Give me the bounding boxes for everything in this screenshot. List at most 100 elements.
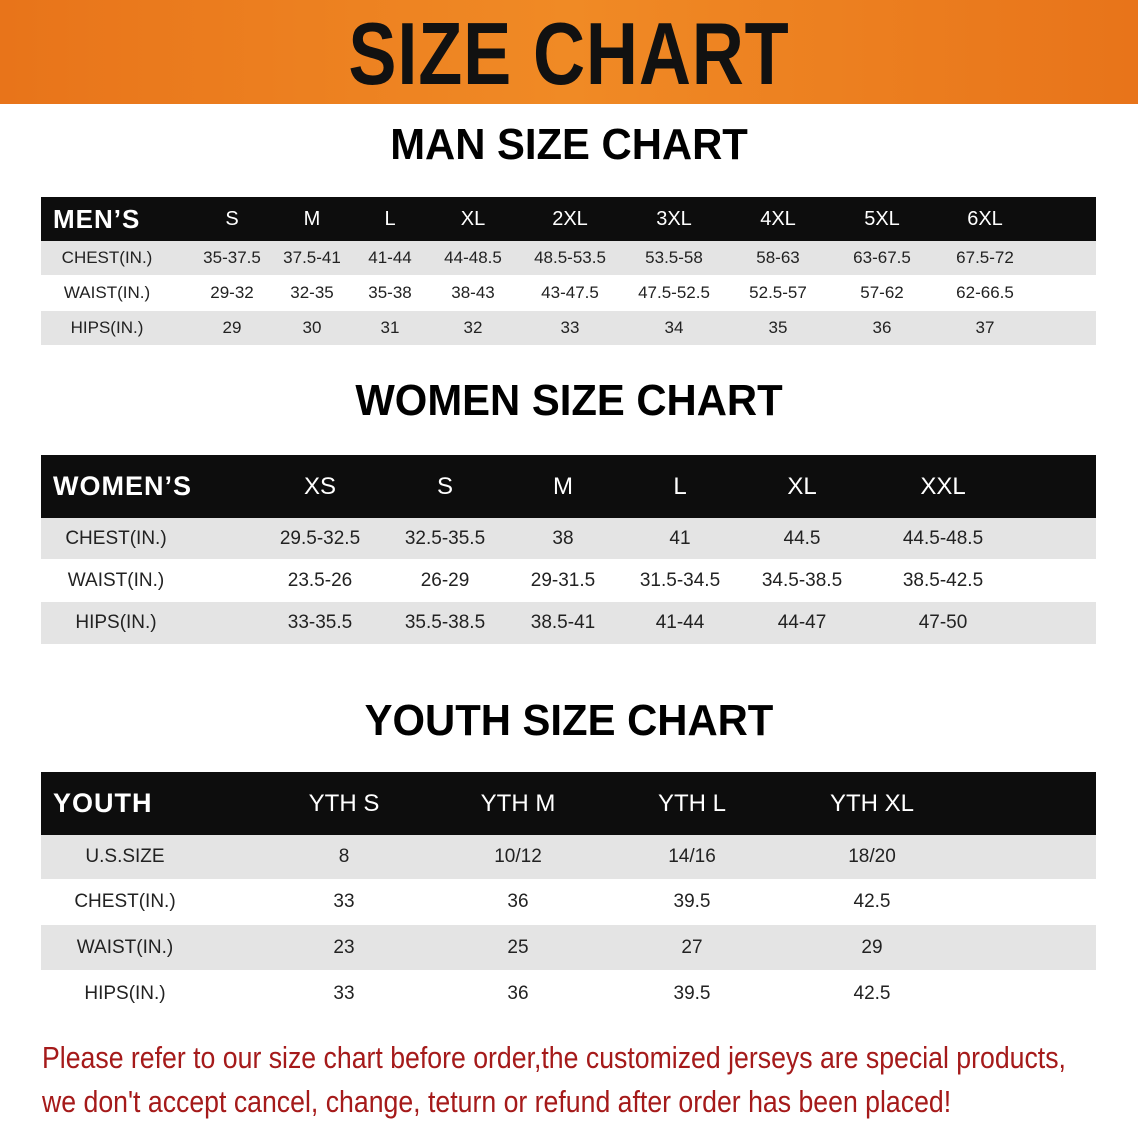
table-cell: 35-37.5 [203, 248, 261, 267]
table-cell: 38.5-41 [530, 612, 596, 633]
size-header-6xl: 6XL [967, 207, 1003, 230]
men-header-label: MEN’S [53, 203, 141, 234]
table-cell: 10/12 [494, 846, 542, 867]
men-row-waist-in: WAIST(IN.) 29-32 32-35 35-38 38-43 43-47.5 47.… [41, 276, 1096, 310]
youth-size-table: YOUTH YTH S YTH M YTH L YTH XL U.S.SIZE 8 10/12… [41, 772, 1096, 1017]
size-header-l: L [673, 472, 687, 500]
women-size-table: WOMEN’S XS S M L XL XXL CHEST(IN.) 29.5-32.5 32.5… [41, 455, 1096, 645]
table-cell: 33 [560, 318, 580, 337]
table-cell: 29.5-32.5 [279, 527, 361, 549]
women-section-title: WOMEN SIZE CHART [355, 376, 783, 425]
table-cell: 34 [664, 318, 684, 337]
table-cell: 47.5-52.5 [638, 283, 710, 302]
table-cell: 23.5-26 [287, 569, 353, 591]
size-header-s: S [225, 207, 239, 230]
table-cell: 18/20 [848, 846, 896, 867]
table-cell: 29 [222, 318, 242, 337]
youth-row-chest-in: CHEST(IN.) 33 36 39.5 42.5 [41, 880, 1096, 924]
table-cell: 31.5-34.5 [639, 569, 721, 591]
table-cell: 41-44 [655, 612, 705, 633]
table-cell: 30 [302, 318, 322, 337]
men-row-chest-in: CHEST(IN.) 35-37.5 37.5-41 41-44 44-48.5 48.5… [41, 241, 1096, 275]
table-cell: 34.5-38.5 [761, 569, 843, 591]
table-cell: 47-50 [918, 612, 968, 633]
table-cell: 57-62 [860, 283, 904, 302]
women-header-label: WOMEN’S [53, 471, 192, 501]
table-cell: 38-43 [451, 283, 495, 302]
size-header-2xl: 2XL [552, 207, 588, 230]
table-cell: 58-63 [756, 248, 800, 267]
row-label: HIPS(IN.) [70, 318, 144, 337]
table-cell: 32-35 [290, 283, 334, 302]
notice-line-2: we don't accept cancel, change, teturn o… [42, 1084, 952, 1119]
size-header-xs: XS [303, 472, 337, 500]
men-section-title: MAN SIZE CHART [390, 120, 748, 169]
table-cell: 39.5 [673, 891, 711, 912]
table-cell: 37 [975, 318, 995, 337]
row-label: HIPS(IN.) [84, 982, 166, 1004]
table-cell: 37.5-41 [283, 248, 341, 267]
table-cell: 8 [338, 846, 350, 867]
table-cell: 29-31.5 [530, 569, 596, 591]
row-label: U.S.SIZE [85, 846, 165, 867]
row-label: HIPS(IN.) [75, 612, 157, 633]
table-cell: 44.5-48.5 [902, 527, 984, 549]
table-cell: 41 [669, 527, 691, 549]
size-header-yth-m: YTH M [480, 789, 556, 817]
table-cell: 48.5-53.5 [534, 248, 606, 267]
size-header-xl: XL [787, 472, 817, 500]
table-cell: 36 [507, 891, 529, 912]
size-header-3xl: 3XL [656, 207, 692, 230]
table-cell: 35-38 [368, 283, 412, 302]
table-cell: 32 [463, 318, 483, 337]
table-cell: 42.5 [853, 982, 891, 1004]
size-header-l: L [384, 207, 396, 230]
table-cell: 44.5 [783, 527, 821, 549]
size-header-4xl: 4XL [760, 207, 796, 230]
women-row-hips-in: HIPS(IN.) 33-35.5 35.5-38.5 38.5-41 41-44 44-… [41, 602, 1096, 644]
table-cell: 33 [333, 982, 355, 1004]
size-header-yth-s: YTH S [308, 789, 380, 817]
table-cell: 43-47.5 [541, 283, 599, 302]
table-cell: 14/16 [668, 846, 716, 867]
table-cell: 38 [552, 527, 574, 549]
youth-header-label: YOUTH [53, 788, 153, 818]
women-row-waist-in: WAIST(IN.) 23.5-26 26-29 29-31.5 31.5-34.5 34… [41, 560, 1096, 601]
table-cell: 62-66.5 [956, 283, 1014, 302]
size-header-m: M [553, 472, 573, 500]
table-cell: 63-67.5 [853, 248, 911, 267]
table-cell: 31 [380, 318, 400, 337]
youth-header-row: YOUTH YTH S YTH M YTH L YTH XL [41, 772, 1096, 835]
youth-row-hips-in: HIPS(IN.) 33 36 39.5 42.5 [41, 971, 1096, 1016]
table-cell: 35.5-38.5 [404, 612, 486, 633]
table-cell: 29-32 [210, 283, 254, 302]
table-cell: 23 [333, 936, 355, 958]
table-cell: 44-47 [777, 612, 827, 633]
size-header-xxl: XXL [920, 472, 966, 500]
youth-row-u-s-size: U.S.SIZE 8 10/12 14/16 18/20 [41, 835, 1096, 879]
row-label: CHEST(IN.) [65, 527, 167, 549]
youth-row-waist-in: WAIST(IN.) 23 25 27 29 [41, 925, 1096, 970]
women-header-row: WOMEN’S XS S M L XL XXL [41, 455, 1096, 518]
table-cell: 52.5-57 [749, 283, 807, 302]
row-label: WAIST(IN.) [63, 283, 151, 302]
table-cell: 32.5-35.5 [404, 527, 486, 549]
size-header-s: S [436, 472, 454, 500]
men-header-row: MEN’S S M L XL 2XL 3XL 4XL 5XL 6XL [41, 197, 1096, 241]
table-cell: 42.5 [853, 891, 891, 912]
size-header-yth-l: YTH L [657, 789, 727, 817]
table-cell: 41-44 [368, 248, 412, 267]
table-cell: 38.5-42.5 [902, 569, 984, 591]
table-cell: 26-29 [420, 569, 470, 591]
men-row-hips-in: HIPS(IN.) 29 30 31 32 33 34 35 36 37 [41, 311, 1096, 345]
size-chart-banner: SIZE CHART [0, 0, 1138, 104]
table-cell: 39.5 [673, 982, 711, 1004]
table-cell: 53.5-58 [645, 248, 703, 267]
youth-section-title: YOUTH SIZE CHART [364, 696, 774, 745]
table-cell: 35 [768, 318, 788, 337]
size-header-xl: XL [460, 207, 486, 230]
table-cell: 33 [333, 891, 355, 912]
table-cell: 25 [507, 936, 529, 958]
table-cell: 29 [861, 936, 883, 958]
table-cell: 67.5-72 [956, 248, 1014, 267]
